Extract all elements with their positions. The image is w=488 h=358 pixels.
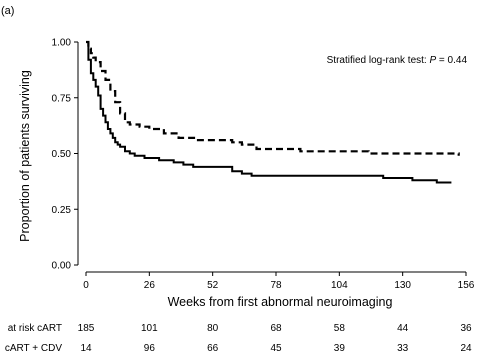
y-tick-label: 0.25 [52, 205, 72, 216]
x-tick-label: 0 [83, 280, 89, 291]
panel-label: (a) [1, 5, 14, 17]
x-tick-label: 104 [331, 280, 348, 291]
x-axis-title: Weeks from first abnormal neuroimaging [168, 295, 393, 309]
y-axis-ticks: 0.00 0.25 0.50 0.75 1.00 [52, 38, 78, 272]
plot-area: 0.00 0.25 0.50 0.75 1.00 0 26 52 78 104 130 156 [52, 38, 475, 292]
x-tick-label: 156 [458, 280, 475, 291]
y-tick-label: 0.00 [52, 261, 72, 272]
at-risk-value: 58 [334, 323, 346, 334]
annotation-variable: P [429, 55, 436, 66]
at-risk-value: 80 [207, 323, 219, 334]
y-tick-label: 1.00 [52, 38, 72, 49]
at-risk-value: 14 [80, 343, 92, 354]
at-risk-value: 96 [144, 343, 156, 354]
annotation-suffix: = 0.44 [436, 55, 467, 66]
survival-curve-cart [86, 41, 452, 184]
log-rank-annotation: Stratified log-rank test: P = 0.44 [327, 55, 468, 66]
x-tick-label: 78 [270, 280, 282, 291]
series-layer [86, 40, 460, 184]
x-tick-label: 52 [207, 280, 219, 291]
y-tick-label: 0.75 [52, 93, 72, 104]
at-risk-value: 45 [270, 343, 282, 354]
at-risk-value: 185 [78, 323, 95, 334]
at-risk-value: 66 [207, 343, 219, 354]
at-risk-value: 24 [460, 343, 472, 354]
at-risk-value: 39 [334, 343, 346, 354]
at-risk-row-label: cART + CDV [5, 343, 62, 354]
survival-curve-cart-cdv [86, 40, 460, 156]
at-risk-table: at risk cART 185 101 80 68 58 44 36 cART + CDV 14… [5, 323, 472, 354]
y-tick-label: 0.50 [52, 149, 72, 160]
x-tick-label: 130 [394, 280, 411, 291]
at-risk-value: 33 [397, 343, 409, 354]
x-tick-label: 26 [144, 280, 156, 291]
y-axis-title: Proportion of patients surviving [18, 70, 32, 242]
x-axis-ticks: 0 26 52 78 104 130 156 [83, 272, 475, 291]
at-risk-row-label: at risk cART [8, 323, 62, 334]
at-risk-value: 36 [460, 323, 472, 334]
at-risk-value: 101 [141, 323, 158, 334]
at-risk-value: 68 [270, 323, 282, 334]
annotation-prefix: Stratified log-rank test: [327, 55, 430, 66]
at-risk-value: 44 [397, 323, 409, 334]
